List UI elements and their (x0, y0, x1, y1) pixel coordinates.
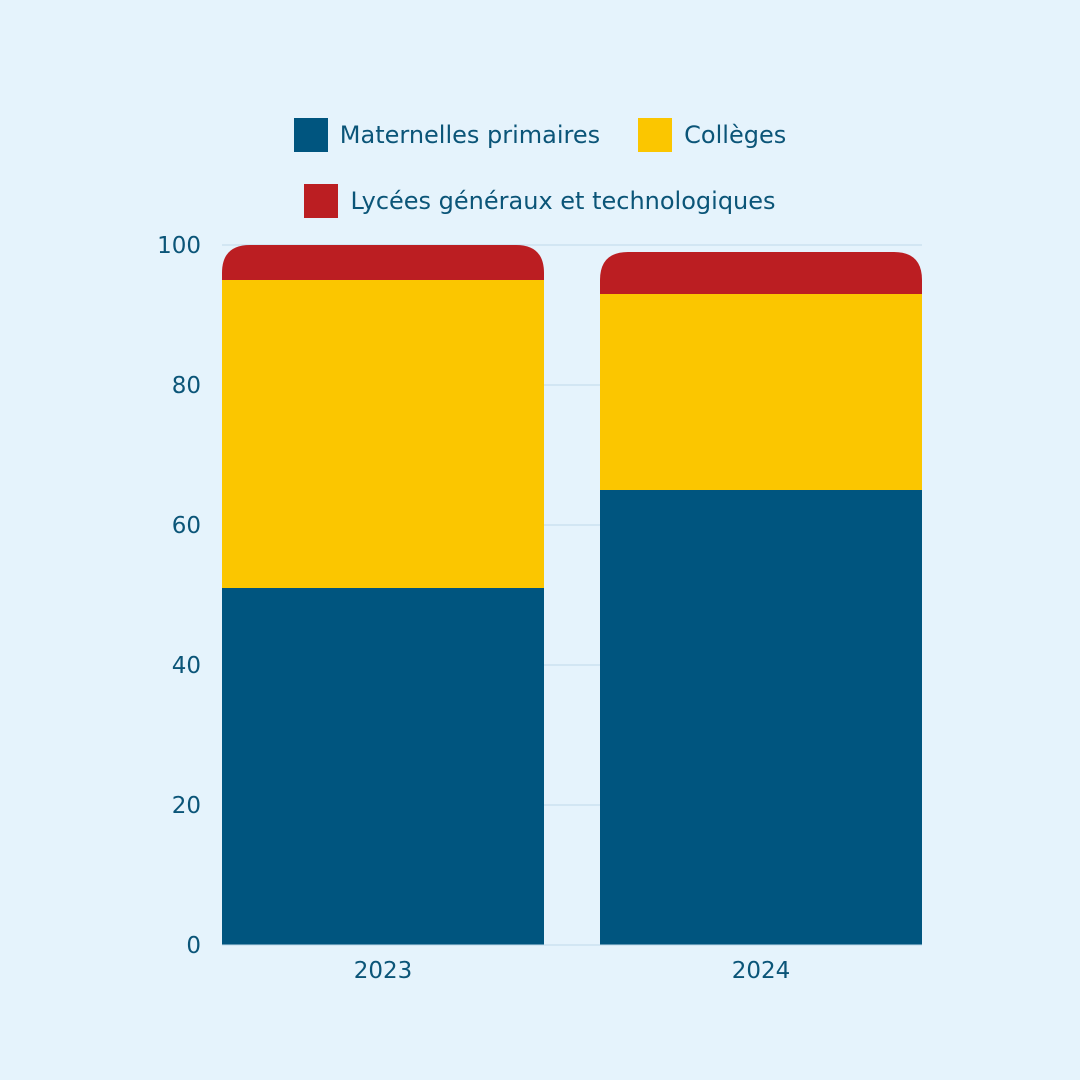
bar-2023-maternelles (222, 588, 544, 945)
bar-2024-lycees (600, 252, 922, 294)
legend-item-lycees: Lycées généraux et technologiques (304, 184, 776, 218)
y-tick-label: 60 (172, 513, 201, 539)
y-tick-label: 40 (172, 653, 201, 679)
legend-label-colleges: Collèges (684, 121, 787, 149)
legend-label-lycees: Lycées généraux et technologiques (350, 187, 776, 215)
legend-swatch-lycees (304, 184, 339, 218)
legend-label-maternelles-primaires: Maternelles primaires (339, 121, 601, 149)
legend-swatch-colleges (638, 118, 673, 152)
legend: Maternelles primaires Collèges (0, 118, 1080, 152)
bar-2024-maternelles (600, 490, 922, 945)
y-tick-label: 20 (172, 793, 201, 819)
legend-second-row: Lycées généraux et technologiques (0, 184, 1080, 218)
legend-swatch-maternelles-primaires (293, 118, 328, 152)
legend-item-maternelles-primaires: Maternelles primaires (293, 118, 601, 152)
x-tick-label-2023: 2023 (354, 958, 413, 984)
legend-item-colleges: Collèges (638, 118, 786, 152)
bar-2024-colleges (600, 294, 922, 490)
y-tick-label: 0 (186, 933, 201, 959)
y-tick-label: 80 (172, 373, 201, 399)
y-tick-label: 100 (157, 233, 201, 259)
bar-2023-colleges (222, 280, 544, 588)
bar-2023-lycees (222, 245, 544, 280)
x-tick-label-2024: 2024 (732, 958, 791, 984)
